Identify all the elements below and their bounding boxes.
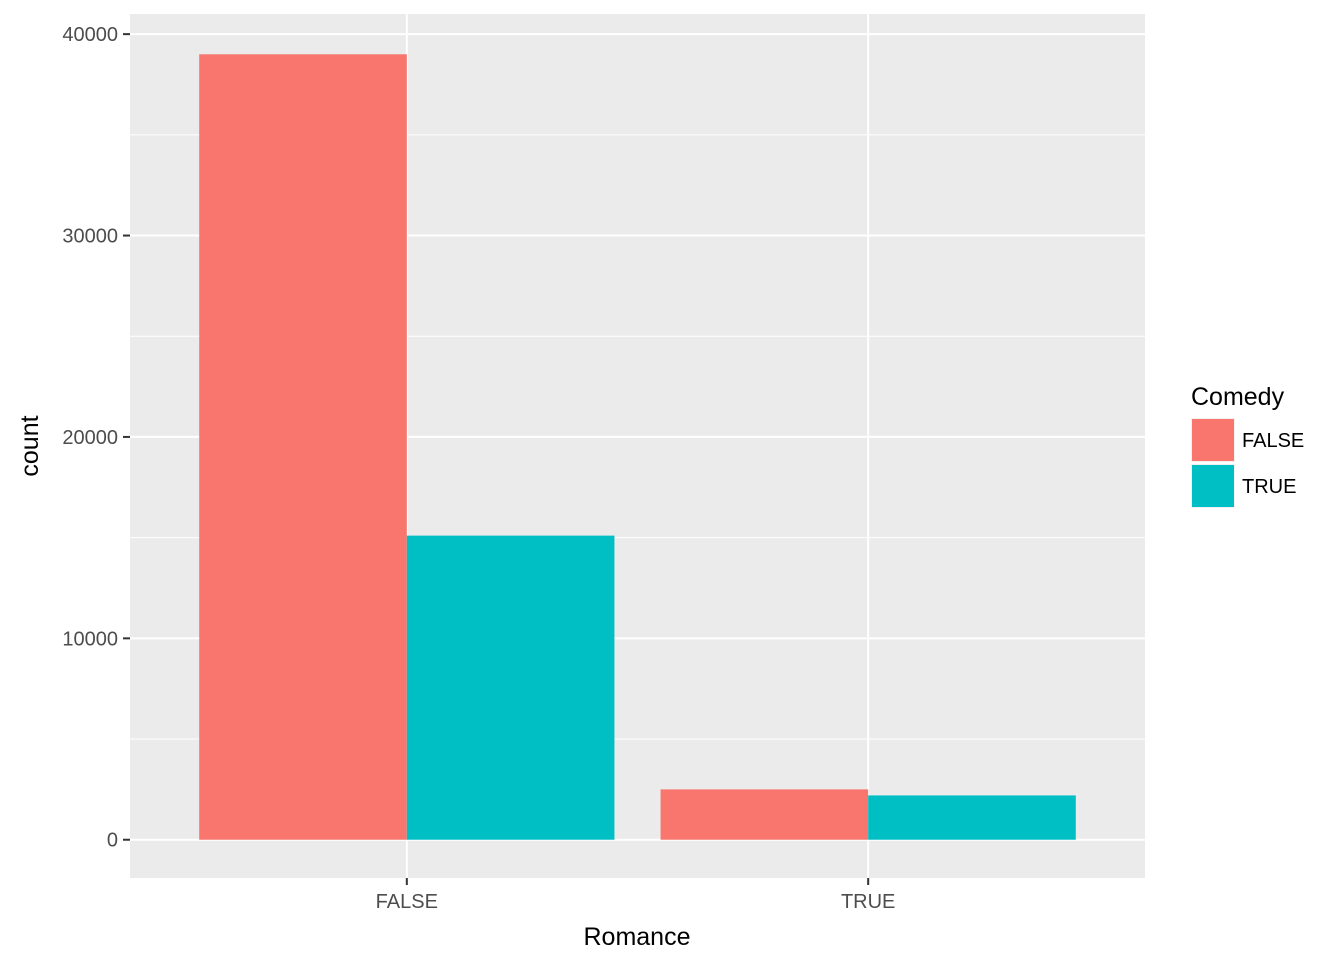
bar xyxy=(406,535,615,840)
legend: Comedy FALSE TRUE xyxy=(1191,383,1304,508)
y-tick-label: 40000 xyxy=(62,24,118,46)
y-tick-label: 30000 xyxy=(62,226,118,248)
bars xyxy=(199,54,1076,840)
legend-label: TRUE xyxy=(1242,476,1296,498)
y-tick-label: 10000 xyxy=(62,628,118,650)
x-axis-title: Romance xyxy=(584,923,691,951)
legend-title: Comedy xyxy=(1191,383,1285,411)
bar xyxy=(199,54,407,840)
y-axis: 0 10000 20000 30000 40000 xyxy=(62,24,130,852)
bar xyxy=(868,795,1076,840)
bar xyxy=(660,789,869,840)
legend-swatch xyxy=(1192,465,1234,507)
x-tick-label: FALSE xyxy=(376,891,438,913)
x-axis: FALSE TRUE xyxy=(376,878,895,913)
legend-label: FALSE xyxy=(1242,430,1304,452)
y-tick-label: 0 xyxy=(107,830,118,852)
legend-items: FALSE TRUE xyxy=(1191,418,1304,508)
y-tick-label: 20000 xyxy=(62,427,118,449)
y-axis-title: count xyxy=(16,415,44,476)
legend-swatch xyxy=(1192,419,1234,461)
x-tick-label: TRUE xyxy=(841,891,895,913)
